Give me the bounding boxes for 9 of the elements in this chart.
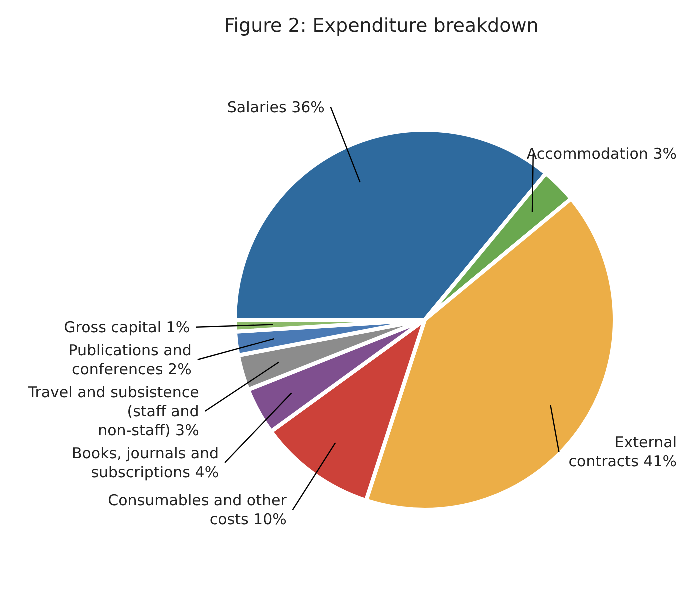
slice-label: Accommodation 3% <box>526 144 677 163</box>
chart-title: Figure 2: Expenditure breakdown <box>224 15 539 37</box>
slice-label: Gross capital 1% <box>64 318 190 336</box>
slice-label: Consumables and other costs 10% <box>108 492 288 529</box>
slice-label: Travel and subsistence (staff and non-staff) 3% <box>27 383 200 440</box>
slice-label: Books, journals and subscriptions 4% <box>72 444 220 482</box>
slice-label: Salaries 36% <box>227 98 325 116</box>
slice-label: Publications and conferences 2% <box>68 341 192 378</box>
slice-label: External contracts 41% <box>568 434 677 471</box>
